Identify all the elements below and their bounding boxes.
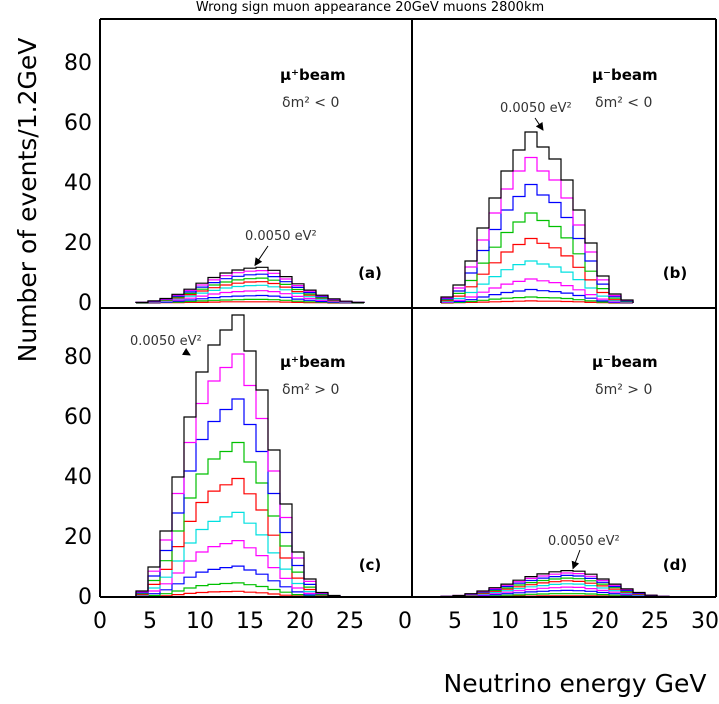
x-axis-label: Neutrino energy GeV bbox=[444, 669, 707, 698]
y-tick-label: 80 bbox=[64, 345, 92, 370]
histogram-series-1 bbox=[440, 570, 670, 597]
histogram-series-4 bbox=[440, 212, 634, 303]
condition-label: δm² > 0 bbox=[595, 382, 652, 398]
condition-label: δm² < 0 bbox=[282, 95, 339, 111]
annotation-label: 0.0050 eV² bbox=[245, 229, 317, 244]
panel-b: (b) μ⁻beam δm² < 0 0.0050 eV² bbox=[440, 66, 687, 304]
annotation-label: 0.0050 eV² bbox=[548, 534, 620, 549]
histogram-series-9 bbox=[440, 296, 633, 304]
histogram-series-3 bbox=[440, 183, 634, 303]
beam-label: μ⁺beam bbox=[280, 66, 346, 84]
x-tick-label: 0 bbox=[93, 609, 107, 634]
annotation-arrow bbox=[534, 117, 544, 131]
y-tick-label: 0 bbox=[78, 585, 92, 610]
histogram-series-5 bbox=[440, 237, 634, 303]
histogram-series-6 bbox=[135, 511, 341, 597]
y-tick-label: 20 bbox=[64, 525, 92, 550]
x-tick-label: 15 bbox=[236, 609, 264, 634]
panel-d: 0 5 10 15 20 25 30 (d) μ⁻beam δm² > 0 0.0050 eV² bbox=[398, 353, 719, 634]
x-tick-label: 5 bbox=[143, 609, 157, 634]
panel-label: (d) bbox=[663, 556, 687, 574]
figure-title: Wrong sign muon appearance 20GeV muons 2… bbox=[196, 0, 544, 15]
beam-label: μ⁻beam bbox=[592, 353, 658, 371]
histogram-series-4 bbox=[135, 441, 341, 597]
histogram-series-7 bbox=[135, 540, 341, 598]
x-tick-label: 0 bbox=[398, 609, 412, 634]
panel-label: (a) bbox=[358, 264, 382, 282]
x-tick-label: 20 bbox=[591, 609, 619, 634]
y-tick-label: 80 bbox=[64, 51, 92, 76]
histogram-series-1 bbox=[440, 131, 634, 303]
condition-label: δm² < 0 bbox=[595, 95, 652, 111]
histogram-series-3 bbox=[135, 398, 341, 597]
y-tick-label: 60 bbox=[64, 111, 92, 136]
condition-label: δm² > 0 bbox=[282, 382, 339, 398]
panel-label: (b) bbox=[663, 264, 687, 282]
histogram-series-6 bbox=[440, 260, 634, 303]
histogram-series-8 bbox=[440, 288, 634, 304]
x-tick-label: 30 bbox=[691, 609, 719, 634]
x-tick-label: 10 bbox=[491, 609, 519, 634]
x-tick-label: 20 bbox=[286, 609, 314, 634]
histogram-series-1 bbox=[135, 266, 365, 303]
histogram-series-8 bbox=[135, 565, 341, 598]
histogram-series-7 bbox=[440, 278, 634, 304]
y-tick-label: 60 bbox=[64, 405, 92, 430]
y-tick-label: 40 bbox=[64, 465, 92, 490]
panel-label: (c) bbox=[359, 556, 382, 574]
annotation-arrow bbox=[181, 347, 191, 356]
histogram-series-2 bbox=[440, 156, 634, 303]
y-tick-label: 0 bbox=[78, 291, 92, 316]
x-tick-label: 5 bbox=[448, 609, 462, 634]
panel-frame bbox=[99, 18, 717, 598]
annotation-arrow bbox=[254, 245, 269, 267]
x-tick-label: 25 bbox=[336, 609, 364, 634]
beam-label: μ⁻beam bbox=[592, 66, 658, 84]
x-tick-label: 10 bbox=[186, 609, 214, 634]
y-tick-label: 40 bbox=[64, 171, 92, 196]
annotation-arrow bbox=[571, 549, 581, 570]
y-tick-label: 20 bbox=[64, 231, 92, 256]
histogram-series-5 bbox=[135, 477, 341, 597]
histogram-series-2 bbox=[135, 353, 341, 597]
x-tick-label: 15 bbox=[541, 609, 569, 634]
histogram-series-8 bbox=[136, 294, 364, 304]
annotation-label: 0.0050 eV² bbox=[130, 334, 202, 349]
panel-a: 0 20 40 60 80 (a) μ⁺beam δm² < 0 0.0050 eV² bbox=[64, 51, 382, 316]
y-axis-label: Number of events/1.2GeV bbox=[13, 38, 42, 363]
histogram-series-1 bbox=[135, 314, 341, 597]
panel-c: 0 20 40 60 80 0 5 10 15 20 25 (c) μ⁺beam δm² > 0 0.005… bbox=[64, 314, 382, 634]
annotation-label: 0.0050 eV² bbox=[500, 101, 572, 116]
x-tick-label: 25 bbox=[641, 609, 669, 634]
panels-group: 0 20 40 60 80 (a) μ⁺beam δm² < 0 0.0050 eV² (b) μ⁻… bbox=[64, 18, 719, 634]
beam-label: μ⁺beam bbox=[280, 353, 346, 371]
